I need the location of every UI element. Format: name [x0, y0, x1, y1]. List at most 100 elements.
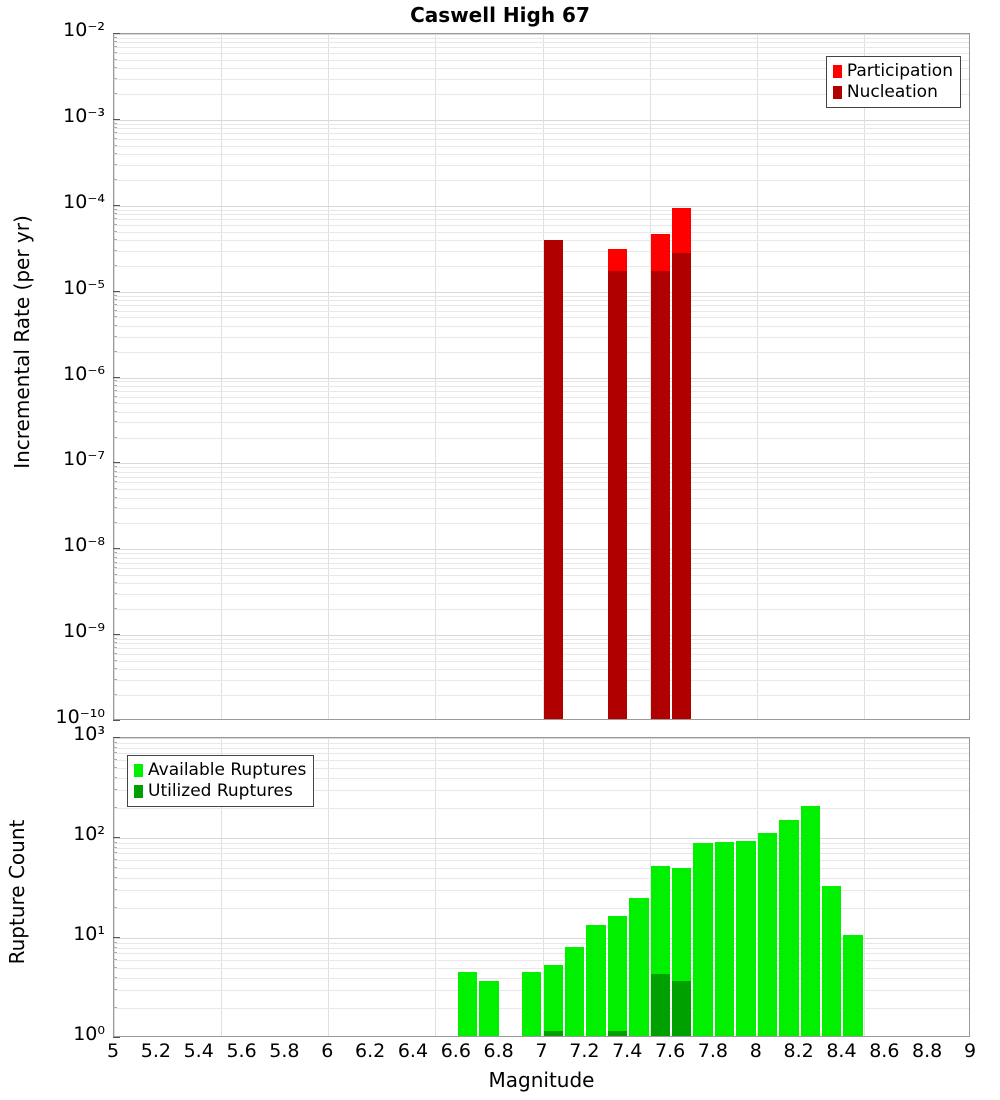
y-axis-tick-mark: [113, 694, 117, 696]
y-axis-tick-mark: [113, 789, 117, 791]
gridline-horizontal: [114, 411, 969, 413]
x-axis-title: Magnitude: [488, 1068, 595, 1092]
gridline-horizontal: [114, 523, 969, 525]
gridline-horizontal: [114, 747, 969, 749]
y-axis-tick-mark: [113, 208, 117, 210]
bar: [672, 253, 692, 719]
gridline-horizontal: [114, 594, 969, 596]
legend-label-utilized-ruptures: Utilized Ruptures: [148, 780, 293, 801]
y-axis-tick-mark: [113, 737, 120, 738]
gridline-horizontal: [114, 990, 969, 992]
x-axis-tick-label: 8.8: [912, 1040, 943, 1062]
gridline-horizontal: [114, 336, 969, 338]
y-axis-tick-mark: [113, 481, 117, 483]
y-axis-tick-mark: [113, 567, 117, 569]
bar: [650, 270, 671, 719]
x-axis-tick-label: 8.6: [869, 1040, 900, 1062]
y-axis-tick-mark: [113, 122, 117, 124]
y-axis-tick-mark: [113, 389, 117, 391]
bar: [522, 971, 542, 1036]
gridline-horizontal: [114, 568, 969, 570]
y-axis-tick-mark: [113, 937, 120, 938]
y-axis-tick-mark: [113, 395, 117, 397]
bottom-panel-plot-area: Available Ruptures Utilized Ruptures: [113, 737, 970, 1037]
y-axis-tick-label: 10⁻⁸: [63, 534, 105, 557]
gridline-vertical: [863, 34, 865, 719]
gridline-horizontal: [114, 1007, 969, 1009]
x-axis-tick-label: 7.2: [569, 1040, 600, 1062]
y-axis-tick-mark: [113, 767, 117, 769]
gridline-horizontal: [114, 947, 969, 949]
gridline-horizontal: [114, 390, 969, 392]
y-axis-tick-mark: [113, 223, 117, 225]
gridline-vertical: [221, 738, 223, 1036]
bar: [822, 886, 842, 1036]
y-axis-tick-mark: [113, 298, 117, 300]
x-axis-tick-label: 6.2: [354, 1040, 386, 1062]
y-axis-tick-mark: [113, 946, 117, 948]
gridline-horizontal: [114, 47, 969, 49]
legend-item-nucleation: Nucleation: [832, 82, 953, 103]
gridline-horizontal: [114, 123, 969, 125]
page-title: Caswell High 67: [410, 3, 590, 27]
x-axis-tick-label: 7.4: [612, 1040, 643, 1062]
gridline-horizontal: [114, 219, 969, 221]
y-axis-tick-mark: [113, 561, 117, 563]
bar: [586, 924, 606, 1036]
y-axis-tick-mark: [113, 475, 117, 477]
gridline-horizontal: [114, 654, 969, 656]
y-axis-tick-mark: [113, 989, 117, 991]
y-axis-tick-label: 10⁻⁹: [63, 620, 105, 643]
y-axis-tick-mark: [113, 144, 117, 146]
y-axis-tick-mark: [113, 350, 117, 352]
y-axis-tick-mark: [113, 46, 117, 48]
y-axis-tick-mark: [113, 679, 117, 681]
x-axis-tick-label: 5.8: [269, 1040, 300, 1062]
y-axis-tick-mark: [113, 213, 117, 215]
gridline-horizontal: [114, 179, 969, 181]
gridline-horizontal: [114, 738, 969, 739]
gridline-horizontal: [114, 609, 969, 611]
bar: [800, 806, 821, 1036]
y-axis-tick-mark: [113, 77, 117, 79]
gridline-vertical: [756, 738, 758, 1036]
y-axis-tick-mark: [113, 976, 117, 978]
gridline-vertical: [221, 34, 223, 719]
bar: [672, 981, 692, 1036]
gridline-horizontal: [114, 119, 969, 121]
y-axis-tick-mark: [113, 941, 117, 943]
bar: [479, 981, 499, 1036]
y-axis-tick-mark: [113, 316, 117, 318]
y-axis-tick-mark: [113, 841, 117, 843]
y-axis-tick-mark: [113, 852, 117, 854]
legend-swatch-nucleation: [832, 85, 842, 99]
y-axis-tick-label: 10³: [73, 723, 105, 745]
bar: [543, 964, 563, 1036]
x-axis-tick-label: 6.4: [397, 1040, 429, 1062]
gridline-horizontal: [114, 847, 969, 849]
gridline-horizontal: [114, 890, 969, 892]
legend-item-participation: Participation: [832, 61, 953, 82]
gridline-horizontal: [114, 557, 969, 559]
gridline-horizontal: [114, 53, 969, 55]
gridline-horizontal: [114, 471, 969, 473]
y-axis-tick-mark: [113, 264, 117, 266]
gridline-horizontal: [114, 549, 969, 551]
y-axis-tick-mark: [113, 309, 117, 311]
gridline-horizontal: [114, 807, 969, 809]
y-axis-tick-label: 10⁻⁷: [63, 448, 105, 471]
x-axis-tick-label: 9: [963, 1040, 977, 1062]
y-axis-tick-mark: [113, 466, 117, 468]
y-axis-tick-mark: [113, 889, 117, 891]
top-panel-legend: Participation Nucleation: [825, 56, 961, 109]
top-panel-y-axis-title: Incremental Rate (per yr): [10, 215, 34, 469]
gridline-horizontal: [114, 660, 969, 662]
y-axis-tick-mark: [113, 496, 117, 498]
gridline-horizontal: [114, 938, 969, 939]
x-axis-tick-label: 5: [106, 1040, 120, 1062]
gridline-horizontal: [114, 422, 969, 424]
y-axis-tick-mark: [113, 137, 117, 139]
gridline-horizontal: [114, 753, 969, 755]
x-axis-tick-label: 8.2: [783, 1040, 814, 1062]
gridline-horizontal: [114, 907, 969, 909]
